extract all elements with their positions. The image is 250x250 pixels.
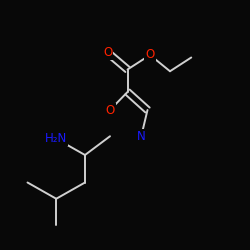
- Text: H₂N: H₂N: [45, 132, 68, 145]
- Text: N: N: [137, 130, 145, 143]
- Text: O: O: [146, 48, 154, 62]
- Text: O: O: [106, 104, 114, 117]
- Text: O: O: [103, 46, 112, 59]
